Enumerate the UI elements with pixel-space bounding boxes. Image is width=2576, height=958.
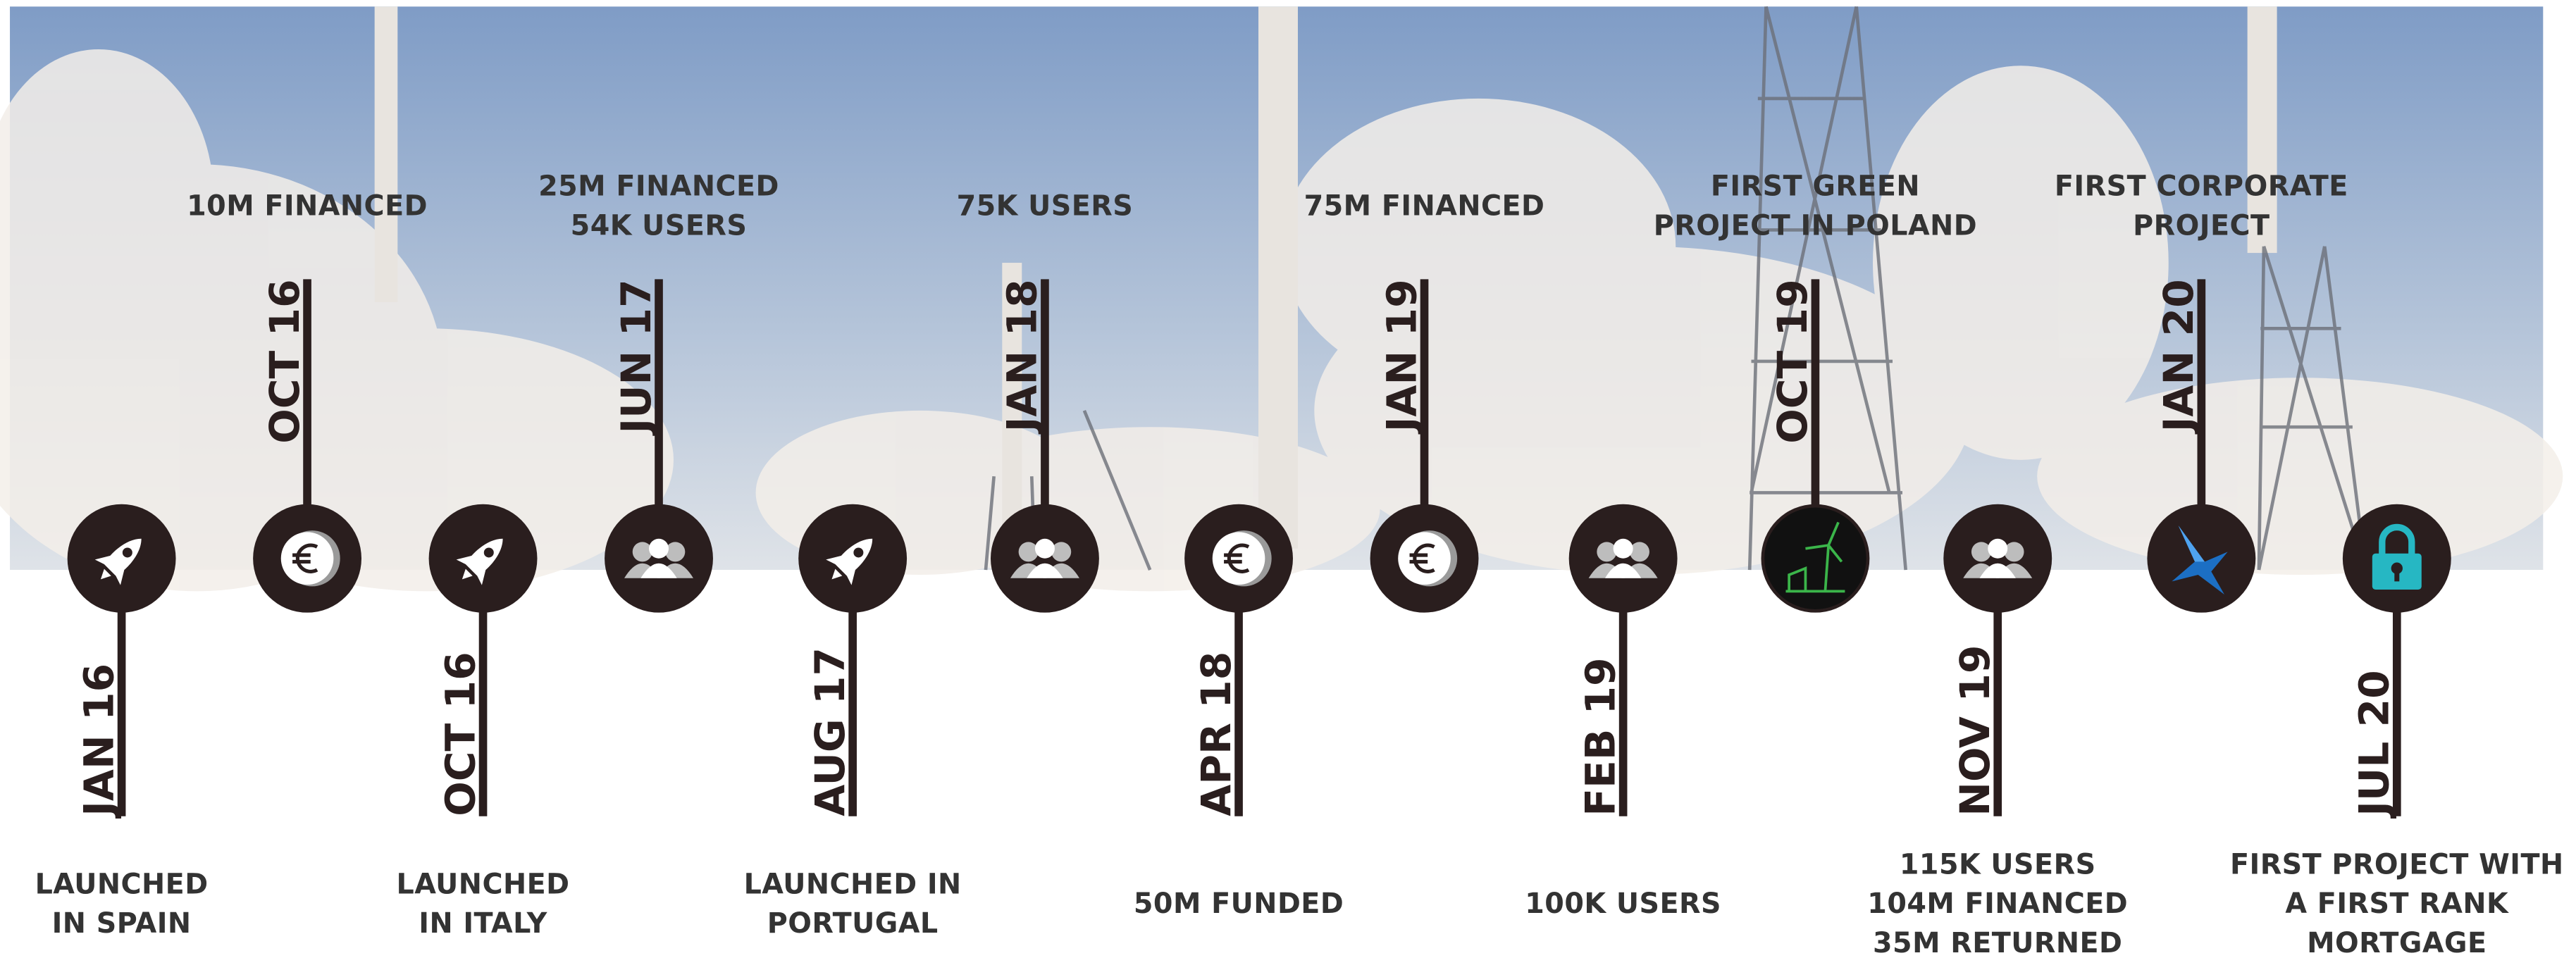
user-head: [2005, 542, 2024, 561]
date: OCT 16: [436, 652, 484, 816]
milestone-label: 25M FINANCED: [538, 170, 779, 202]
coin: [1213, 532, 1265, 585]
date: JUN 17: [612, 279, 660, 436]
milestone-label: LAUNCHED IN: [744, 868, 962, 900]
milestone-label: 35M RETURNED: [1873, 927, 2122, 958]
milestone-label: 54K USERS: [571, 209, 748, 242]
milestone-label: 115K USERS: [1900, 848, 2096, 881]
milestone-label: IN SPAIN: [52, 907, 192, 940]
milestone-label: 50M FUNDED: [1134, 888, 1344, 920]
date: APR 18: [1192, 652, 1240, 816]
milestone-label: FIRST PROJECT WITH: [2230, 848, 2564, 881]
user-head: [1988, 539, 2007, 559]
date: OCT 19: [1769, 279, 1816, 443]
milestone-label: 75K USERS: [957, 189, 1134, 222]
milestone-label: A FIRST RANK: [2285, 888, 2509, 920]
date: FEB 19: [1576, 657, 1624, 816]
date: JAN 19: [1377, 279, 1425, 435]
user-head: [1614, 539, 1633, 559]
user-head: [1597, 542, 1616, 561]
date: NOV 19: [1951, 645, 1999, 816]
date: AUG 17: [806, 647, 854, 816]
user-head: [649, 539, 669, 559]
date: JUL 20: [2351, 670, 2398, 819]
milestone-label: 10M FINANCED: [187, 189, 428, 222]
milestone-label: LAUNCHED: [35, 868, 209, 900]
milestone-label: 104M FINANCED: [1867, 888, 2128, 920]
milestone-label: FIRST CORPORATE: [2055, 170, 2348, 202]
milestone-label: 75M FINANCED: [1304, 189, 1545, 222]
user-head: [1971, 542, 1991, 561]
date: JAN 18: [998, 279, 1046, 435]
coin: [1398, 532, 1451, 585]
user-head: [665, 542, 685, 561]
milestone-label: PORTUGAL: [767, 907, 939, 940]
icon-bg: [1764, 507, 1866, 609]
coin: [281, 532, 334, 585]
milestone-label: MORTGAGE: [2307, 927, 2487, 958]
user-head: [1630, 542, 1649, 561]
date: JAN 20: [2155, 279, 2203, 435]
date: OCT 16: [261, 279, 309, 443]
milestone: NOV 19 115K USERS 104M FINANCED 35M RETURNE…: [1867, 504, 2128, 958]
milestone-label: FIRST GREEN: [1711, 170, 1920, 202]
milestone-label: LAUNCHED: [397, 868, 570, 900]
milestone-label: IN ITALY: [419, 907, 547, 940]
milestone-label: PROJECT: [2133, 209, 2270, 242]
user-head: [1019, 542, 1039, 561]
date: JAN 16: [75, 664, 123, 819]
keyhole-slot: [2394, 568, 2399, 582]
user-head: [633, 542, 652, 561]
milestone-label: PROJECT IN POLAND: [1654, 209, 1977, 242]
user-head: [1051, 542, 1071, 561]
user-head: [1035, 539, 1055, 559]
page: JAN 16 LAUNCHED IN SPAIN OCT 16 10M FINANCED…: [0, 0, 2576, 958]
milestone-label: 100K USERS: [1525, 888, 1721, 920]
timeline: JAN 16 LAUNCHED IN SPAIN OCT 16 10M FINANCED…: [0, 0, 2576, 958]
